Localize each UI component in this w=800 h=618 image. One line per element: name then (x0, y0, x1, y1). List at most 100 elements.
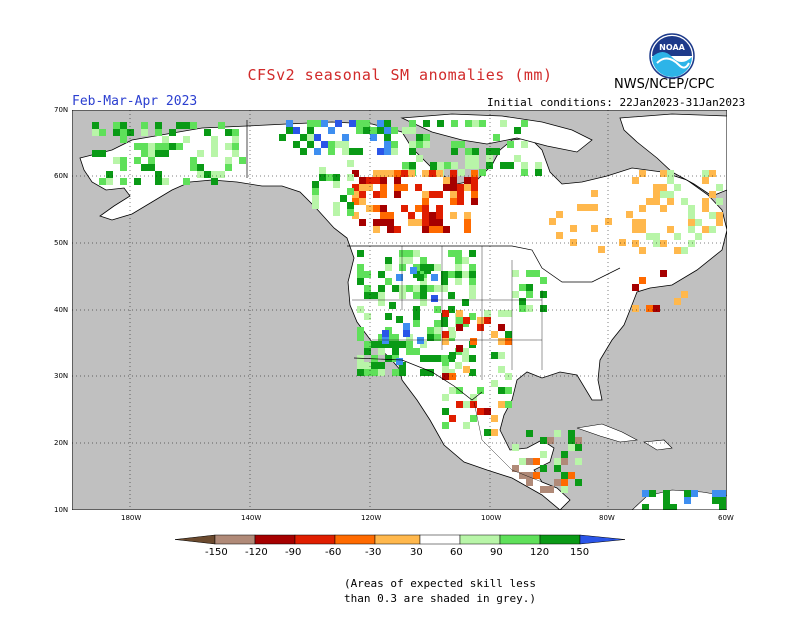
anomaly-cell (335, 120, 342, 127)
anomaly-cell (626, 211, 633, 218)
anomaly-cell (577, 204, 584, 211)
anomaly-cell (554, 479, 561, 486)
anomaly-cell (632, 226, 639, 233)
anomaly-cell (392, 348, 399, 355)
anomaly-cell (422, 191, 429, 198)
anomaly-cell (442, 310, 449, 317)
anomaly-cell (120, 129, 127, 136)
initial-conditions: Initial conditions: 22Jan2023-31Jan2023 (487, 96, 746, 109)
anomaly-cell (384, 141, 391, 148)
anomaly-cell (464, 212, 471, 219)
anomaly-cell (359, 184, 366, 191)
colorbar-swatch (539, 534, 581, 545)
anomaly-cell (99, 129, 106, 136)
anomaly-cell (377, 127, 384, 134)
anomaly-cell (141, 143, 148, 150)
anomaly-cell (434, 327, 441, 334)
anomaly-cell (575, 437, 582, 444)
anomaly-cell (357, 362, 364, 369)
anomaly-cell (498, 366, 505, 373)
anomaly-cell (394, 226, 401, 233)
anomaly-cell (526, 479, 533, 486)
anomaly-cell (702, 198, 709, 205)
anomaly-cell (279, 134, 286, 141)
anomaly-cell (389, 302, 396, 309)
map-title: CFSv2 seasonal SM anomalies (mm) (247, 66, 553, 84)
anomaly-cell (498, 387, 505, 394)
anomaly-cell (413, 271, 420, 278)
anomaly-cell (674, 184, 681, 191)
anomaly-cell (429, 219, 436, 226)
anomaly-cell (352, 184, 359, 191)
anomaly-cell (540, 291, 547, 298)
anomaly-cell (162, 178, 169, 185)
anomaly-cell (639, 205, 646, 212)
anomaly-cell (469, 355, 476, 362)
anomaly-cell (449, 387, 456, 394)
anomaly-cell (106, 178, 113, 185)
anomaly-cell (155, 122, 162, 129)
anomaly-cell (462, 299, 469, 306)
anomaly-cell (598, 246, 605, 253)
us-mexico-border (353, 357, 483, 401)
anomaly-cell (674, 233, 681, 240)
anomaly-cell (239, 157, 246, 164)
anomaly-cell (357, 306, 364, 313)
anomaly-cell (399, 250, 406, 257)
anomaly-cell (396, 316, 403, 323)
anomaly-cell (408, 212, 415, 219)
anomaly-cell (442, 359, 449, 366)
anomaly-cell (442, 366, 449, 373)
anomaly-cell (681, 198, 688, 205)
anomaly-cell (378, 271, 385, 278)
skill-note-line1: (Areas of expected skill less (343, 577, 537, 590)
anomaly-cell (702, 205, 709, 212)
anomaly-cell (401, 184, 408, 191)
anomaly-cell (465, 148, 472, 155)
anomaly-cell (204, 129, 211, 136)
anomaly-cell (500, 162, 507, 169)
anomaly-cell (420, 369, 427, 376)
anomaly-cell (434, 334, 441, 341)
anomaly-cell (471, 191, 478, 198)
anomaly-cell (162, 150, 169, 157)
anomaly-cell (653, 191, 660, 198)
anomaly-cell (484, 429, 491, 436)
anomaly-cell (328, 148, 335, 155)
anomaly-cell (442, 394, 449, 401)
anomaly-cell (442, 338, 449, 345)
anomaly-cell (561, 472, 568, 479)
anomaly-cell (384, 120, 391, 127)
skill-note: (Areas of expected skill less than 0.3 a… (330, 576, 550, 606)
anomaly-cell (507, 141, 514, 148)
anomaly-cell (106, 171, 113, 178)
colorbar-swatch (174, 534, 216, 545)
anomaly-cell (477, 387, 484, 394)
anomaly-cell (437, 162, 444, 169)
anomaly-cell (436, 191, 443, 198)
anomaly-cell (364, 292, 371, 299)
us-canada-border (347, 245, 621, 283)
anomaly-cell (357, 334, 364, 341)
anomaly-cell (120, 122, 127, 129)
anomaly-cell (141, 122, 148, 129)
anomaly-cell (498, 310, 505, 317)
anomaly-cell (556, 211, 563, 218)
anomaly-cell (420, 341, 427, 348)
anomaly-cell (429, 226, 436, 233)
anomaly-cell (570, 225, 577, 232)
anomaly-cell (449, 352, 456, 359)
anomaly-cell (378, 362, 385, 369)
anomaly-cell (402, 162, 409, 169)
anomaly-cell (667, 191, 674, 198)
anomaly-cell (293, 141, 300, 148)
anomaly-cell (410, 267, 417, 274)
anomaly-cell (549, 218, 556, 225)
anomaly-cell (642, 504, 649, 510)
anomaly-cell (575, 479, 582, 486)
anomaly-cell (385, 264, 392, 271)
colorbar-label: -120 (245, 547, 268, 558)
anomaly-cell (456, 310, 463, 317)
anomaly-cell (450, 177, 457, 184)
anomaly-cell (371, 362, 378, 369)
